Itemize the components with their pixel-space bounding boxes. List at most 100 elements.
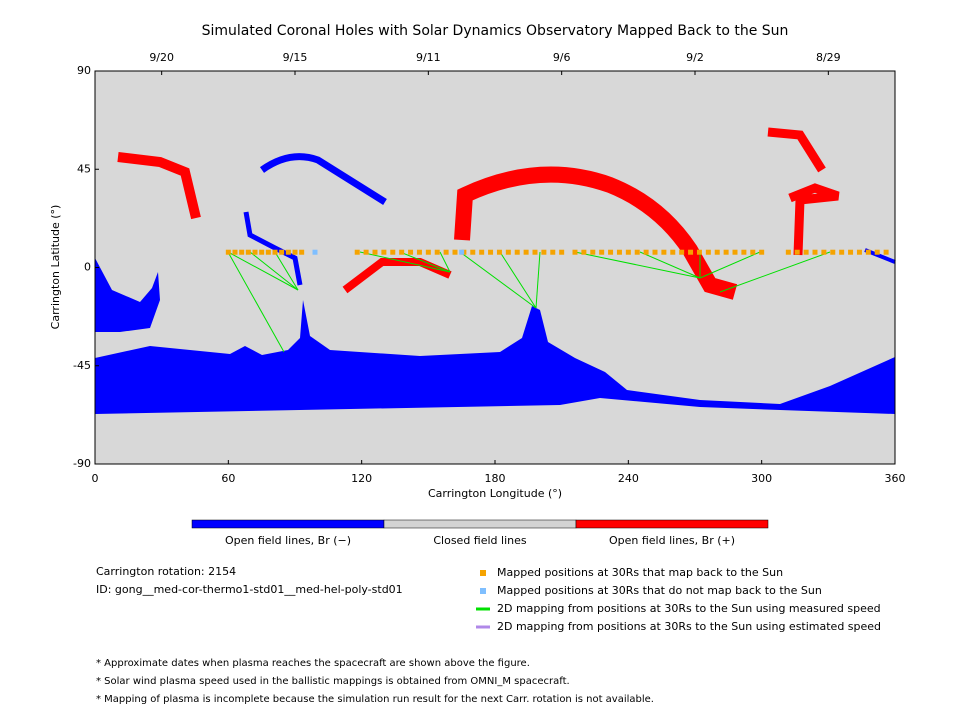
info: Carrington rotation: 2154	[96, 565, 236, 578]
point	[581, 249, 587, 255]
mapping-lines	[227, 251, 831, 353]
note: * Mapping of plasma is incomplete becaus…	[96, 694, 654, 705]
point	[625, 249, 631, 255]
point	[599, 249, 605, 255]
point	[496, 249, 502, 255]
point	[874, 249, 880, 255]
point	[272, 249, 278, 255]
point	[714, 249, 720, 255]
colorbar-label: Open field lines, Br (+)	[609, 534, 735, 547]
point	[759, 249, 765, 255]
point	[750, 249, 756, 255]
legend-label: Mapped positions at 30Rs that map back t…	[497, 566, 783, 579]
top-tick-label: 9/6	[553, 51, 571, 64]
point	[245, 249, 251, 255]
x-axis-label: Carrington Longitude (°)	[428, 487, 562, 500]
top-tick-label: 9/11	[416, 51, 441, 64]
point	[381, 249, 387, 255]
point	[416, 249, 422, 255]
y-tick-label: 45	[77, 162, 91, 175]
coronal-holes	[95, 127, 896, 414]
point	[299, 249, 305, 255]
point	[265, 249, 271, 255]
point	[803, 249, 809, 255]
top-tick-label: 9/15	[283, 51, 308, 64]
point	[741, 249, 747, 255]
point	[252, 249, 258, 255]
x-tick-label: 300	[751, 472, 772, 485]
point	[425, 249, 431, 255]
point	[550, 249, 556, 255]
chart-title: Simulated Coronal Holes with Solar Dynam…	[202, 23, 789, 39]
point	[408, 249, 414, 255]
colorbar-label: Open field lines, Br (−)	[225, 534, 351, 547]
point	[514, 249, 520, 255]
point	[532, 249, 538, 255]
point	[259, 249, 265, 255]
point	[232, 249, 238, 255]
point	[354, 249, 360, 255]
point	[634, 249, 640, 255]
point	[452, 249, 458, 255]
point	[705, 249, 711, 255]
point	[856, 249, 862, 255]
point	[279, 249, 285, 255]
y-tick-label: 90	[77, 64, 91, 77]
point	[608, 249, 614, 255]
point	[292, 249, 298, 255]
colorbar-label: Closed field lines	[433, 534, 527, 547]
top-tick-label: 9/20	[149, 51, 174, 64]
y-axis-label: Carrington Latitude (°)	[49, 205, 62, 330]
point	[488, 249, 494, 255]
point	[470, 249, 476, 255]
point	[723, 249, 729, 255]
point	[363, 249, 369, 255]
point	[559, 249, 565, 255]
point	[541, 249, 547, 255]
point	[839, 249, 845, 255]
point	[785, 249, 791, 255]
point	[794, 249, 800, 255]
legend-swatch	[480, 570, 486, 576]
x-tick-label: 240	[618, 472, 639, 485]
legend-label: 2D mapping from positions at 30Rs to the…	[497, 602, 881, 615]
colorbar-segment	[191, 519, 385, 529]
point	[459, 249, 465, 255]
point	[830, 249, 836, 255]
point	[239, 249, 245, 255]
note: * Approximate dates when plasma reaches …	[96, 658, 530, 669]
point	[643, 249, 649, 255]
colorbar-segment	[383, 519, 577, 529]
point	[225, 249, 231, 255]
colorbar-segment	[575, 519, 769, 529]
point	[688, 249, 694, 255]
point	[312, 249, 318, 255]
point	[372, 249, 378, 255]
point	[399, 249, 405, 255]
point	[616, 249, 622, 255]
top-tick-label: 9/2	[686, 51, 704, 64]
point	[670, 249, 676, 255]
top-tick-label: 8/29	[816, 51, 841, 64]
point	[679, 249, 685, 255]
point	[848, 249, 854, 255]
point	[883, 249, 889, 255]
point	[652, 249, 658, 255]
point	[590, 249, 596, 255]
point	[443, 249, 449, 255]
point	[285, 249, 291, 255]
x-tick-label: 180	[485, 472, 506, 485]
x-tick-label: 60	[221, 472, 235, 485]
point	[390, 249, 396, 255]
point	[523, 249, 529, 255]
point	[661, 249, 667, 255]
point	[732, 249, 738, 255]
x-tick-label: 360	[885, 472, 906, 485]
info: ID: gong__med-cor-thermo1-std01__med-hel…	[96, 583, 403, 596]
point	[821, 249, 827, 255]
legend-label: 2D mapping from positions at 30Rs to the…	[497, 620, 881, 633]
legend-swatch	[480, 588, 486, 594]
x-tick-label: 0	[92, 472, 99, 485]
y-tick-label: -45	[73, 359, 91, 372]
